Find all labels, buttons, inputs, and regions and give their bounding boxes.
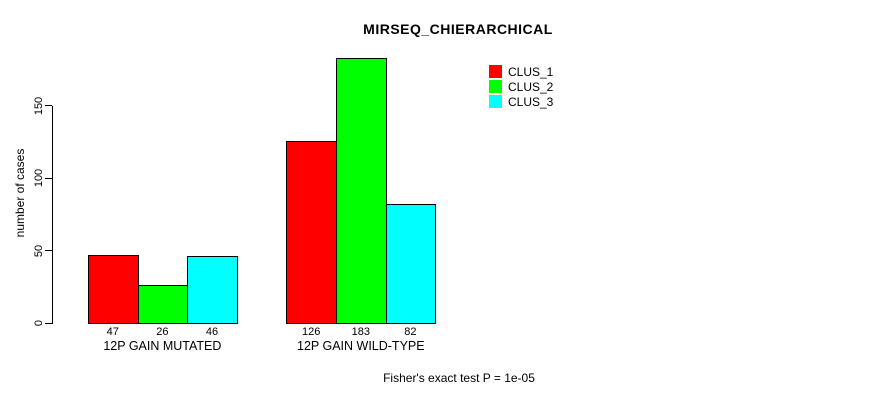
legend-label: CLUS_2 (508, 79, 554, 94)
y-tick-mark (45, 177, 52, 179)
y-axis-label: number of cases (13, 148, 27, 238)
bar-clus_3-2 (385, 204, 437, 324)
chart-title: MIRSEQ_CHIERARCHICAL (363, 21, 553, 37)
y-tick-mark (45, 250, 52, 252)
y-tick-mark (45, 322, 52, 324)
bar-clus_1-1 (88, 255, 139, 324)
y-tick-label: 0 (33, 319, 45, 327)
bar-value-label: 126 (302, 326, 321, 338)
bar-value-label: 26 (156, 326, 169, 338)
y-tick-label: 50 (33, 244, 45, 257)
y-tick-mark (45, 105, 52, 107)
bar-value-label: 183 (351, 326, 370, 338)
bar-clus_2-2 (336, 58, 387, 324)
legend-label: CLUS_3 (508, 94, 554, 109)
legend-item-clus_2: CLUS_2 (489, 79, 553, 94)
legend-swatch-clus_3 (489, 95, 502, 108)
bar-value-label: 47 (106, 326, 119, 338)
legend-swatch-clus_1 (489, 65, 502, 78)
bar-clus_3-1 (187, 256, 238, 324)
bar-clus_2-1 (137, 285, 189, 324)
y-tick-label: 100 (33, 169, 45, 188)
x-category-label: 12P GAIN MUTATED (103, 339, 222, 353)
y-axis-line (52, 105, 53, 324)
legend-swatch-clus_2 (489, 80, 502, 93)
legend-item-clus_1: CLUS_1 (489, 64, 553, 79)
legend-label: CLUS_1 (508, 64, 554, 79)
bar-value-label: 46 (205, 326, 219, 338)
annotation-text: Fisher's exact test P = 1e-05 (383, 371, 535, 385)
legend: CLUS_1 CLUS_2 CLUS_3 (489, 64, 553, 109)
y-tick-label: 150 (33, 96, 45, 116)
bar-clus_1-2 (286, 140, 337, 324)
bar-value-label: 82 (404, 326, 417, 338)
legend-item-clus_3: CLUS_3 (489, 94, 553, 109)
x-category-label: 12P GAIN WILD-TYPE (297, 339, 425, 353)
